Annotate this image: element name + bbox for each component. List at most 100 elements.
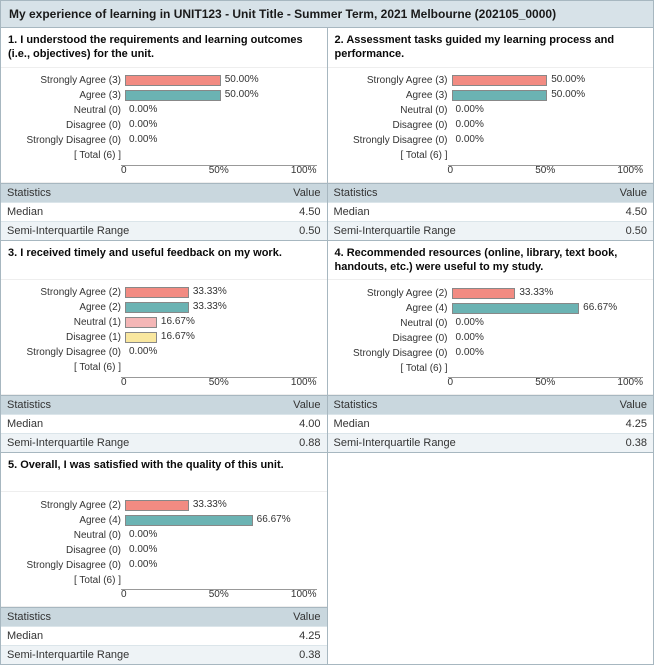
row-label: Disagree (0) (11, 120, 125, 131)
chart-row: Disagree (0)0.00% (338, 119, 644, 133)
bar-value: 33.33% (193, 286, 227, 297)
bar-track: 33.33% (125, 500, 317, 511)
question-title: 5. Overall, I was satisfied with the qua… (1, 453, 327, 491)
stats-header-label: Statistics (1, 184, 287, 202)
row-label: Disagree (0) (338, 333, 452, 344)
chart-row: [ Total (6) ] (11, 149, 317, 163)
bar (125, 332, 157, 343)
row-label: Agree (4) (11, 515, 125, 526)
chart-row: Strongly Agree (2) 33.33% (11, 286, 317, 300)
bar-track (125, 362, 317, 373)
row-label: Disagree (1) (11, 332, 125, 343)
bar-track: 16.67% (125, 317, 317, 328)
bar-track: 66.67% (452, 303, 644, 314)
chart-row: Strongly Agree (2)33.33% (338, 286, 644, 300)
bar-track: 50.00% (452, 90, 644, 101)
bar-value: 0.00% (129, 529, 157, 540)
axis-tick: 50% (209, 589, 229, 600)
bar-track: 0.00% (452, 135, 644, 146)
bar-track (452, 363, 644, 374)
stats-label: Semi-Interquartile Range (328, 222, 620, 240)
bar-track (125, 575, 317, 586)
stats-row-median: Median4.25 (1, 626, 327, 645)
bar-track: 33.33% (452, 288, 644, 299)
bar-track: 0.00% (125, 135, 317, 146)
bar-track: 0.00% (452, 318, 644, 329)
bar-value: 50.00% (551, 74, 585, 85)
bar-track: 0.00% (452, 105, 644, 116)
row-label: Agree (4) (338, 303, 452, 314)
chart-row: Strongly Disagree (0)0.00% (11, 558, 317, 572)
bar-track: 50.00% (125, 75, 317, 86)
bar-value: 0.00% (129, 134, 157, 145)
stats-value: 4.00 (293, 415, 326, 433)
axis-tick: 100% (291, 589, 317, 600)
row-label: Strongly Disagree (0) (11, 135, 125, 146)
row-label: Agree (2) (11, 302, 125, 313)
survey-panel: 5. Overall, I was satisfied with the qua… (1, 453, 328, 665)
bar-chart: Strongly Agree (3)50.00%Agree (3)50.00%N… (328, 67, 654, 183)
panel-grid: 1. I understood the requirements and lea… (0, 28, 654, 665)
question-title: 3. I received timely and useful feedback… (1, 241, 327, 279)
row-label: Strongly Agree (3) (338, 75, 452, 86)
x-axis: 050%100% (338, 377, 644, 392)
bar-value: 0.00% (129, 559, 157, 570)
bar-value: 66.67% (257, 514, 291, 525)
stats-header: StatisticsValue (1, 183, 327, 202)
chart-row: Disagree (0)0.00% (11, 543, 317, 557)
empty-panel (328, 453, 654, 665)
bar-track: 0.00% (125, 120, 317, 131)
chart-row: Neutral (0)0.00% (11, 104, 317, 118)
row-label: Strongly Agree (2) (11, 500, 125, 511)
bar (125, 90, 221, 101)
stats-value: 0.50 (293, 222, 326, 240)
stats-value: 4.50 (620, 203, 653, 221)
chart-row: Strongly Disagree (0)0.00% (11, 346, 317, 360)
survey-panel: 1. I understood the requirements and lea… (1, 28, 328, 241)
stats-row-siqr: Semi-Interquartile Range0.88 (1, 433, 327, 452)
bar-value: 0.00% (456, 134, 484, 145)
stats-row-siqr: Semi-Interquartile Range0.50 (328, 221, 654, 240)
stats-header: StatisticsValue (1, 395, 327, 414)
chart-row: [ Total (6) ] (338, 361, 644, 375)
axis-tick: 0 (121, 165, 127, 176)
stats-row-siqr: Semi-Interquartile Range0.38 (328, 433, 654, 452)
bar (452, 288, 516, 299)
chart-row: [ Total (6) ] (338, 149, 644, 163)
stats-row-siqr: Semi-Interquartile Range0.50 (1, 221, 327, 240)
stats-header: StatisticsValue (1, 607, 327, 626)
stats-label: Semi-Interquartile Range (1, 646, 293, 664)
bar (452, 303, 580, 314)
row-label: [ Total (6) ] (11, 575, 125, 586)
bar-track: 33.33% (125, 302, 317, 313)
bar-track: 0.00% (452, 120, 644, 131)
bar-track: 50.00% (452, 75, 644, 86)
question-title: 4. Recommended resources (online, librar… (328, 241, 654, 280)
question-title: 1. I understood the requirements and lea… (1, 28, 327, 67)
bar (125, 302, 189, 313)
bar-value: 66.67% (583, 302, 617, 313)
axis-tick: 100% (291, 165, 317, 176)
chart-row: Agree (3)50.00% (11, 89, 317, 103)
stats-label: Median (328, 415, 620, 433)
bar (452, 75, 548, 86)
bar-value: 16.67% (161, 331, 195, 342)
row-label: Neutral (0) (11, 530, 125, 541)
bar (125, 75, 221, 86)
chart-row: Strongly Agree (3)50.00% (11, 74, 317, 88)
bar-value: 33.33% (193, 499, 227, 510)
bar-value: 33.33% (193, 301, 227, 312)
row-label: Strongly Agree (2) (11, 287, 125, 298)
chart-row: [ Total (6) ] (11, 573, 317, 587)
chart-row: Neutral (0)0.00% (338, 104, 644, 118)
axis-tick: 50% (209, 165, 229, 176)
row-label: [ Total (6) ] (11, 362, 125, 373)
bar-value: 0.00% (129, 119, 157, 130)
stats-row-siqr: Semi-Interquartile Range0.38 (1, 645, 327, 664)
row-label: Neutral (0) (338, 105, 452, 116)
row-label: Disagree (0) (11, 545, 125, 556)
stats-header-label: Statistics (328, 184, 614, 202)
stats-label: Median (1, 627, 293, 645)
stats-header-label: Statistics (1, 396, 287, 414)
stats-header-value: Value (614, 184, 653, 202)
